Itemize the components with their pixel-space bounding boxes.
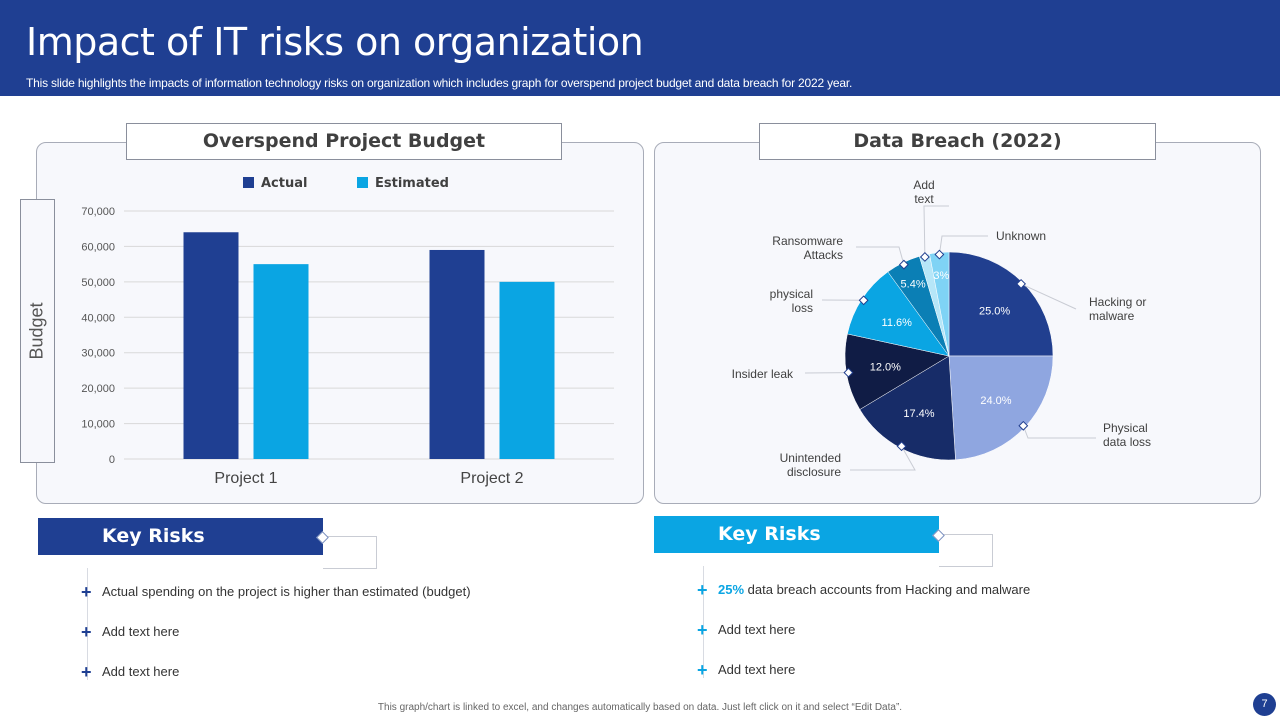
leader-marker <box>1016 278 1027 289</box>
bar-actual-2 <box>429 249 485 459</box>
pie-category-label: Hacking or malware <box>1089 295 1146 323</box>
y-tick-label: 70,000 <box>81 206 115 218</box>
leader-marker <box>1018 420 1029 431</box>
leader-line <box>1020 283 1077 310</box>
bullet-guide-line <box>703 566 704 678</box>
y-tick-label: 50,000 <box>81 277 115 289</box>
y-axis-label-box <box>20 199 55 463</box>
y-tick-label: 0 <box>109 454 115 466</box>
pie-category-label: Ransomware Attacks <box>772 234 843 262</box>
header-banner: Impact of IT risks on organization This … <box>0 0 1280 96</box>
budget-chart-title: Overspend Project Budget <box>126 123 562 160</box>
bullet-guide-line <box>87 568 88 680</box>
key-risk-left-item-3: Add text here <box>102 664 180 679</box>
key-risks-right-title: Key Risks <box>718 523 821 545</box>
plus-bullet-icon: + <box>81 662 92 682</box>
leader-marker <box>919 252 930 262</box>
y-tick-label: 10,000 <box>81 419 115 431</box>
plus-bullet-icon: + <box>81 582 92 602</box>
leader-line <box>1022 425 1096 439</box>
leader-marker <box>898 259 909 270</box>
legend-label: Actual <box>261 176 307 191</box>
page-subtitle: This slide highlights the impacts of inf… <box>26 76 853 90</box>
pie-slice <box>948 251 1054 357</box>
leader-line <box>856 246 905 265</box>
leader-marker <box>858 295 869 306</box>
pie-data-label: 11.6% <box>882 317 913 329</box>
pie-category-label: physical loss <box>770 287 813 315</box>
pie-category-label: Unintended disclosure <box>780 451 842 479</box>
plus-bullet-icon: + <box>697 660 708 680</box>
key-risk-left-item-1: Actual spending on the project is higher… <box>102 584 471 599</box>
key-risks-left-header: Key Risks <box>38 518 323 555</box>
leader-line <box>938 235 988 255</box>
pie-category-label: Unknown <box>996 229 1046 243</box>
key-risk-right-item-3: Add text here <box>718 662 796 677</box>
key-risks-left-title: Key Risks <box>102 525 205 547</box>
leader-marker <box>934 249 945 260</box>
leader-line <box>850 445 916 471</box>
connector-bracket <box>323 536 377 569</box>
footer-note: This graph/chart is linked to excel, and… <box>377 702 903 713</box>
connector-bracket <box>939 534 993 567</box>
y-tick-label: 20,000 <box>81 383 115 395</box>
x-tick-label: Project 2 <box>460 470 523 487</box>
leader-marker <box>896 441 907 452</box>
y-tick-label: 60,000 <box>81 241 115 253</box>
pie-category-label: Insider leak <box>732 367 794 381</box>
key-risk-right-item-1: 25% data breach accounts from Hacking an… <box>718 582 1030 598</box>
leader-line <box>923 205 949 257</box>
legend-swatch <box>243 177 254 188</box>
pie-slice <box>948 355 1054 461</box>
pie-category-label: Add text <box>913 178 934 206</box>
key-risks-right-header: Key Risks <box>654 516 939 553</box>
page-title: Impact of IT risks on organization <box>26 20 644 64</box>
pie-data-label: 3% <box>933 270 949 282</box>
bar-estimated-2 <box>499 281 555 459</box>
pie-data-label: 25.0% <box>979 305 1010 317</box>
leader-marker <box>843 367 854 378</box>
key-risk-left-item-2: Add text here <box>102 624 180 639</box>
pie-data-label: 12.0% <box>870 361 901 373</box>
plus-bullet-icon: + <box>697 580 708 600</box>
page-number: 7 <box>1253 693 1276 716</box>
legend-swatch <box>357 177 368 188</box>
x-tick-label: Project 1 <box>214 470 277 487</box>
plus-bullet-icon: + <box>697 620 708 640</box>
plus-bullet-icon: + <box>81 622 92 642</box>
y-tick-label: 40,000 <box>81 312 115 324</box>
key-risk-right-item-1-text: data breach accounts from Hacking and ma… <box>747 582 1031 597</box>
legend-label: Estimated <box>375 176 449 191</box>
pie-category-label: Physical data loss <box>1103 421 1151 449</box>
y-tick-label: 30,000 <box>81 348 115 360</box>
bar-actual-1 <box>183 232 239 459</box>
pie-data-label: 5.4% <box>901 278 926 290</box>
bar-estimated-1 <box>253 264 309 459</box>
key-risk-right-item-2: Add text here <box>718 622 796 637</box>
breach-chart-title: Data Breach (2022) <box>759 123 1156 160</box>
pie-data-label: 17.4% <box>903 408 934 420</box>
pie-data-label: 24.0% <box>980 395 1011 407</box>
key-risk-highlight: 25% <box>718 582 745 597</box>
